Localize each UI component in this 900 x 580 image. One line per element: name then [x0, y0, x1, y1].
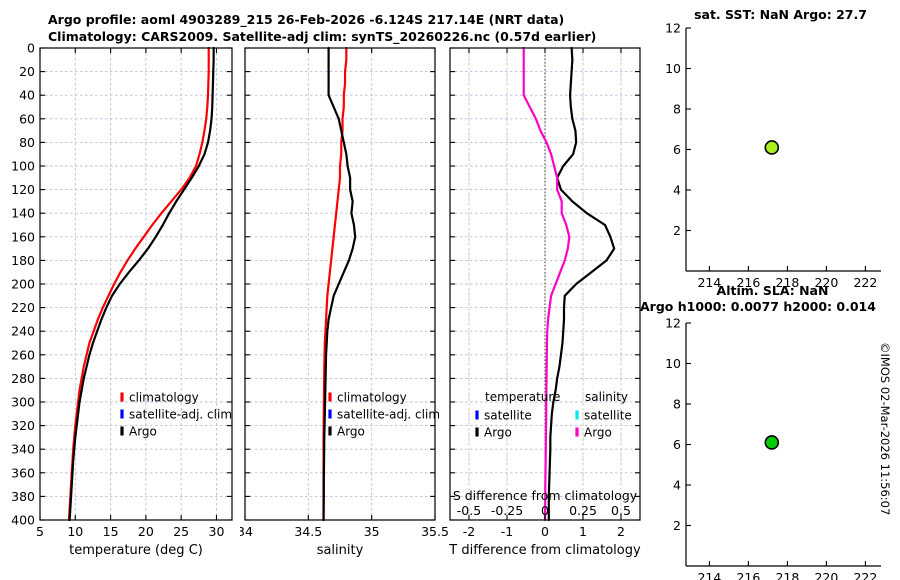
- svg-text:140: 140: [11, 206, 35, 221]
- svg-text:300: 300: [11, 395, 35, 410]
- svg-text:6: 6: [673, 437, 681, 452]
- legend-label: Argo: [584, 426, 612, 440]
- series-salinity-argo: [522, 46, 571, 522]
- svg-text:2: 2: [617, 524, 625, 539]
- sst-panel-title: sat. SST: NaN Argo: 27.7: [694, 7, 867, 22]
- svg-text:34.5: 34.5: [294, 524, 322, 539]
- svg-text:4: 4: [673, 478, 681, 493]
- x-axis-label: T difference from climatology: [448, 543, 641, 558]
- sst-map-panel: 2 4 6 8 10 12 214 216 218 220 222: [665, 21, 881, 290]
- svg-text:220: 220: [814, 275, 838, 290]
- svg-text:0: 0: [541, 524, 549, 539]
- svg-text:6: 6: [673, 142, 681, 157]
- svg-text:15: 15: [103, 524, 119, 539]
- sla-panel-title: Altim. SLA: NaN: [716, 283, 829, 298]
- svg-text:1: 1: [579, 524, 587, 539]
- credit-text: ©IMOS 02-Mar-2026 11:56:07: [878, 342, 898, 562]
- legend-header-temperature: temperature: [485, 390, 560, 404]
- svg-text:360: 360: [11, 465, 35, 480]
- credit-label: ©IMOS 02-Mar-2026 11:56:07: [878, 342, 892, 516]
- svg-text:214: 214: [697, 275, 721, 290]
- svg-text:35: 35: [364, 524, 380, 539]
- svg-text:8: 8: [673, 397, 681, 412]
- svg-text:220: 220: [11, 300, 35, 315]
- series-argo: [68, 46, 215, 522]
- svg-text:S difference from climatology: S difference from climatology: [453, 488, 638, 503]
- svg-text:0.25: 0.25: [569, 503, 597, 518]
- svg-text:-1: -1: [501, 524, 513, 539]
- x-axis-label: temperature (deg C): [69, 543, 203, 558]
- svg-text:-2: -2: [463, 524, 475, 539]
- svg-text:214: 214: [697, 570, 721, 580]
- svg-text:12: 12: [665, 316, 681, 331]
- legend-label: satellite-adj. clim: [337, 408, 440, 422]
- legend-label: climatology: [337, 391, 407, 405]
- svg-text:5: 5: [36, 524, 44, 539]
- svg-text:80: 80: [19, 135, 35, 150]
- svg-text:30: 30: [209, 524, 225, 539]
- svg-text:200: 200: [11, 277, 35, 292]
- series-temperature-argo: [547, 46, 616, 522]
- series-climatology: [67, 46, 210, 522]
- svg-text:2: 2: [673, 518, 681, 533]
- svg-text:218: 218: [775, 275, 799, 290]
- legend-label: satellite: [584, 409, 632, 423]
- svg-text:340: 340: [11, 442, 35, 457]
- svg-text:10: 10: [665, 356, 681, 371]
- legend-label: Argo: [484, 426, 512, 440]
- svg-text:20: 20: [138, 524, 154, 539]
- svg-text:280: 280: [11, 371, 35, 386]
- svg-text:100: 100: [11, 159, 35, 174]
- svg-text:216: 216: [736, 275, 760, 290]
- svg-text:2: 2: [673, 223, 681, 238]
- profile-location-marker: [764, 435, 780, 450]
- svg-text:-0.5: -0.5: [457, 503, 481, 518]
- svg-text:12: 12: [665, 21, 681, 36]
- legend-label: Argo: [129, 425, 157, 439]
- svg-text:218: 218: [775, 570, 799, 580]
- svg-text:320: 320: [11, 418, 35, 433]
- svg-text:10: 10: [665, 61, 681, 76]
- svg-text:34: 34: [240, 524, 253, 539]
- difference-panel: -2 -1 0 1 2 S difference from climatology-0.5…: [448, 46, 641, 558]
- svg-text:120: 120: [11, 182, 35, 197]
- svg-text:0: 0: [541, 503, 549, 518]
- x-axis-label: salinity: [317, 543, 364, 558]
- temperature-panel: 0 20 40 60 80 100 120 140 160 180 200 220 240 260 280 3…: [11, 41, 233, 558]
- svg-text:222: 222: [853, 275, 877, 290]
- svg-text:180: 180: [11, 253, 35, 268]
- svg-text:25: 25: [173, 524, 189, 539]
- svg-text:380: 380: [11, 489, 35, 504]
- page-title-line2: Climatology: CARS2009. Satellite-adj cli…: [48, 29, 597, 44]
- series-argo: [322, 46, 357, 522]
- svg-text:35.5: 35.5: [421, 524, 449, 539]
- legend-header-salinity: salinity: [585, 390, 628, 404]
- svg-text:60: 60: [19, 111, 35, 126]
- salinity-panel: 34 34.5 35 35.5 salinity climatology satellite…: [240, 46, 449, 558]
- legend-label: satellite: [484, 409, 532, 423]
- page-title-line1: Argo profile: aoml 4903289_215 26-Feb-20…: [48, 12, 565, 27]
- legend-label: climatology: [129, 391, 199, 405]
- svg-text:220: 220: [814, 570, 838, 580]
- svg-text:260: 260: [11, 347, 35, 362]
- svg-text:160: 160: [11, 229, 35, 244]
- sla-panel-subtitle: Argo h1000: 0.0077 h2000: 0.014: [640, 299, 876, 314]
- svg-text:400: 400: [11, 513, 35, 528]
- legend-label: Argo: [337, 425, 365, 439]
- svg-text:8: 8: [673, 102, 681, 117]
- sla-map-panel: 2 4 6 8 10 12 214 216 218 220 222: [665, 316, 881, 580]
- svg-text:0: 0: [27, 41, 35, 56]
- svg-text:40: 40: [19, 88, 35, 103]
- svg-text:222: 222: [853, 570, 877, 580]
- svg-text:0.5: 0.5: [611, 503, 631, 518]
- svg-text:10: 10: [67, 524, 83, 539]
- svg-text:216: 216: [736, 570, 760, 580]
- profile-location-marker: [764, 140, 780, 155]
- svg-text:-0.25: -0.25: [491, 503, 523, 518]
- svg-text:4: 4: [673, 183, 681, 198]
- svg-text:20: 20: [19, 64, 35, 79]
- svg-text:240: 240: [11, 324, 35, 339]
- legend-label: satellite-adj. clim: [129, 408, 232, 422]
